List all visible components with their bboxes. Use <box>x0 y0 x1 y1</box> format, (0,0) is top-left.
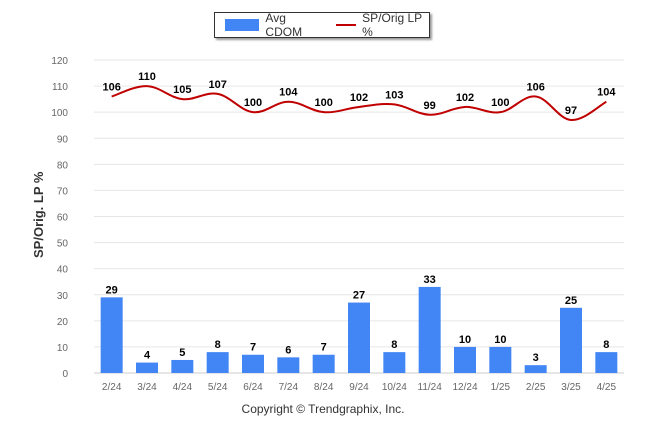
x-tick-label: 9/24 <box>349 382 369 393</box>
line-value-label: 100 <box>314 97 332 109</box>
y-tick-label: 60 <box>57 213 69 224</box>
x-tick-label: 12/24 <box>452 382 477 393</box>
x-tick-label: 10/24 <box>382 382 407 393</box>
bar <box>136 362 158 373</box>
bar-value-label: 6 <box>285 344 291 356</box>
y-tick-label: 50 <box>57 239 69 250</box>
line-value-label: 102 <box>350 92 368 104</box>
line-value-label: 104 <box>279 87 298 99</box>
y-tick-label: 70 <box>57 186 69 197</box>
x-tick-label: 3/25 <box>561 382 581 393</box>
y-tick-label: 30 <box>57 291 69 302</box>
line-value-label: 106 <box>102 82 120 94</box>
legend-item-bar: Avg CDOM <box>225 11 320 39</box>
bar <box>242 354 264 373</box>
line-value-label: 100 <box>491 97 509 109</box>
bar-value-label: 29 <box>106 284 118 296</box>
bar <box>277 357 300 373</box>
line-value-label: 104 <box>597 87 616 99</box>
line-value-label: 97 <box>565 105 577 117</box>
legend-line-label: SP/Orig LP % <box>362 11 422 39</box>
x-tick-label: 2/25 <box>526 382 546 393</box>
bar <box>171 359 194 373</box>
chart-legend: Avg CDOM SP/Orig LP % <box>214 11 430 39</box>
y-axis-title: SP/Orig. LP % <box>31 171 46 258</box>
line-value-label: 105 <box>173 84 191 96</box>
y-tick-label: 90 <box>57 134 69 145</box>
y-tick-label: 120 <box>51 56 68 67</box>
copyright-text: Copyright © Trendgraphix, Inc. <box>241 402 405 416</box>
bar-value-label: 33 <box>424 274 436 286</box>
bar-value-label: 8 <box>391 339 397 351</box>
y-tick-label: 40 <box>57 265 69 276</box>
x-tick-label: 4/24 <box>173 382 193 393</box>
x-tick-label: 7/24 <box>279 382 299 393</box>
y-tick-label: 0 <box>62 369 68 380</box>
x-tick-label: 5/24 <box>208 382 228 393</box>
x-tick-label: 11/24 <box>418 382 443 393</box>
bar-value-label: 27 <box>353 290 365 302</box>
x-tick-label: 4/25 <box>597 382 617 393</box>
bar-value-label: 4 <box>144 350 151 362</box>
x-tick-label: 1/25 <box>491 382 511 393</box>
line-value-label: 102 <box>456 92 474 104</box>
y-tick-label: 110 <box>52 82 68 93</box>
bar-value-label: 5 <box>179 347 185 359</box>
bar <box>595 352 618 373</box>
bar <box>312 354 335 373</box>
line-value-label: 106 <box>526 82 544 94</box>
bar <box>348 302 370 373</box>
line-value-label: 110 <box>138 71 156 83</box>
bar-value-label: 10 <box>459 334 471 346</box>
y-tick-label: 100 <box>51 108 68 119</box>
bar <box>454 346 476 373</box>
line-series-path <box>111 85 607 121</box>
line-value-label: 103 <box>385 89 403 101</box>
bar-value-label: 25 <box>565 295 577 307</box>
y-tick-label: 20 <box>57 317 69 328</box>
line-value-label: 99 <box>424 100 436 112</box>
y-tick-label: 10 <box>57 343 69 354</box>
line-value-label: 107 <box>208 79 226 91</box>
bar-value-label: 3 <box>533 352 539 364</box>
bar <box>489 346 512 373</box>
bar-value-label: 7 <box>321 342 327 354</box>
x-tick-label: 8/24 <box>314 382 334 393</box>
bar-value-label: 8 <box>603 339 609 351</box>
bar-value-label: 8 <box>215 339 221 351</box>
bar <box>524 365 547 373</box>
x-tick-label: 6/24 <box>243 382 263 393</box>
y-tick-label: 80 <box>57 160 69 171</box>
line-value-label: 100 <box>244 97 262 109</box>
legend-bar-swatch <box>225 19 260 31</box>
bar <box>560 307 582 373</box>
legend-line-swatch <box>336 24 357 26</box>
x-tick-label: 3/24 <box>137 382 157 393</box>
bar <box>418 286 441 373</box>
x-tick-label: 2/24 <box>102 382 122 393</box>
bar-value-label: 7 <box>250 342 256 354</box>
legend-bar-label: Avg CDOM <box>265 11 303 39</box>
bar-value-label: 10 <box>494 334 506 346</box>
bar <box>383 352 406 373</box>
bar <box>100 297 123 373</box>
legend-item-line: SP/Orig LP % <box>336 11 429 39</box>
bar <box>206 352 229 373</box>
